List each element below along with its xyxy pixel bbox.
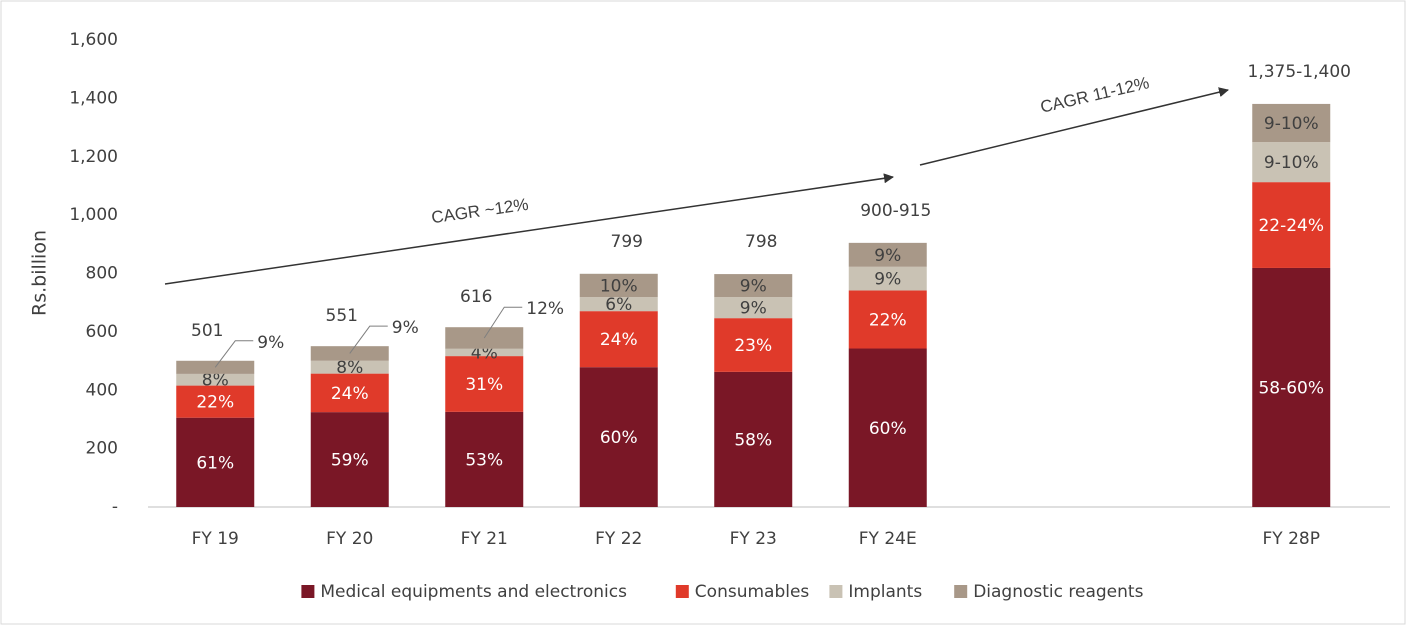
legend-swatch bbox=[301, 585, 315, 598]
share-label: 59% bbox=[331, 451, 369, 471]
total-label: 798 bbox=[745, 232, 777, 252]
y-tick-label: 400 bbox=[86, 380, 118, 400]
share-label: 24% bbox=[600, 330, 638, 350]
bar-segment bbox=[176, 417, 255, 507]
share-label: 8% bbox=[202, 371, 229, 391]
share-label: 61% bbox=[196, 453, 234, 473]
bar-segment bbox=[579, 311, 658, 368]
legend-swatch bbox=[675, 585, 689, 598]
share-label: 9% bbox=[392, 318, 419, 338]
bar-segment bbox=[848, 266, 927, 291]
annotation: CAGR 11-12% bbox=[1038, 73, 1151, 117]
x-tick-label: FY 22 bbox=[595, 529, 642, 549]
bar-segment bbox=[1252, 182, 1331, 268]
x-tick-label: FY 28P bbox=[1263, 529, 1320, 549]
share-label: 22% bbox=[869, 310, 907, 330]
total-label: 501 bbox=[191, 321, 223, 341]
bar-segment bbox=[310, 412, 389, 507]
bar-segment bbox=[848, 242, 927, 267]
bar-segment bbox=[445, 348, 524, 357]
bar-segment bbox=[1252, 267, 1331, 507]
legend-label: Implants bbox=[848, 582, 922, 602]
y-tick-label: 1,200 bbox=[69, 147, 118, 167]
bar-segment bbox=[579, 297, 658, 312]
bar-segment bbox=[1252, 103, 1331, 143]
share-label: 9-10% bbox=[1264, 114, 1319, 134]
share-label: 53% bbox=[465, 450, 503, 470]
y-tick-label: 800 bbox=[86, 264, 118, 284]
x-tick-label: FY 19 bbox=[192, 529, 239, 549]
bar-segment bbox=[848, 348, 927, 507]
y-tick-label: 1,600 bbox=[69, 30, 118, 50]
share-label: 9% bbox=[874, 246, 901, 266]
y-axis-label: Rs.billion bbox=[29, 230, 51, 316]
y-tick-label: 1,400 bbox=[69, 88, 118, 108]
share-label: 60% bbox=[600, 428, 638, 448]
x-tick-label: FY 20 bbox=[326, 529, 373, 549]
bar-segment bbox=[176, 360, 255, 374]
share-label: 12% bbox=[526, 299, 564, 319]
leader-line bbox=[349, 325, 388, 354]
share-label: 10% bbox=[600, 276, 638, 296]
legend-label: Consumables bbox=[695, 582, 810, 602]
share-label: 22% bbox=[196, 393, 234, 413]
cagr-arrow bbox=[164, 173, 894, 285]
share-label: 9-10% bbox=[1264, 153, 1319, 173]
bar-segment bbox=[310, 373, 389, 413]
bar-segment bbox=[579, 367, 658, 507]
y-tick-label: - bbox=[112, 497, 118, 517]
total-label: 799 bbox=[611, 232, 643, 252]
share-label: 24% bbox=[331, 384, 369, 404]
share-label: 6% bbox=[605, 295, 632, 315]
bar-segment bbox=[848, 290, 927, 349]
total-label: 616 bbox=[460, 287, 492, 307]
y-tick-label: 1,000 bbox=[69, 205, 118, 225]
bar-segment bbox=[579, 273, 658, 298]
share-label: 8% bbox=[336, 358, 363, 378]
total-label: 1,375-1,400 bbox=[1248, 62, 1351, 82]
share-label: 9% bbox=[740, 299, 767, 319]
legend-label: Diagnostic reagents bbox=[973, 582, 1143, 602]
share-label: 23% bbox=[734, 336, 772, 356]
total-label: 551 bbox=[326, 306, 358, 326]
bar-segment bbox=[1252, 142, 1331, 183]
legend-label: Medical equipments and electronics bbox=[320, 582, 627, 602]
share-label: 22-24% bbox=[1258, 216, 1324, 236]
share-label: 58-60% bbox=[1258, 378, 1324, 398]
leader-line bbox=[214, 340, 254, 368]
share-label: 60% bbox=[869, 419, 907, 439]
x-tick-label: FY 21 bbox=[461, 529, 508, 549]
bar-segment bbox=[176, 385, 255, 418]
share-label: 31% bbox=[465, 375, 503, 395]
x-tick-label: FY 23 bbox=[730, 529, 777, 549]
cagr-arrow bbox=[919, 87, 1229, 166]
bar-segment bbox=[445, 411, 524, 507]
y-tick-label: 200 bbox=[86, 439, 118, 459]
annotation: CAGR ~12% bbox=[430, 195, 529, 227]
legend-swatch bbox=[829, 585, 843, 598]
share-label: 9% bbox=[257, 333, 284, 353]
legend: Medical equipments and electronics Consum… bbox=[301, 582, 1144, 602]
bar-segment bbox=[445, 356, 524, 412]
leader-line bbox=[483, 306, 523, 339]
bar-segment bbox=[714, 371, 793, 507]
y-tick-label: 600 bbox=[86, 322, 118, 342]
bar-segment bbox=[714, 318, 793, 372]
x-tick-label: FY 24E bbox=[859, 529, 917, 549]
total-label: 900-915 bbox=[860, 201, 931, 221]
bar-segment bbox=[714, 274, 793, 298]
share-label: 58% bbox=[734, 430, 772, 450]
bar-segment bbox=[176, 373, 255, 386]
legend-swatch bbox=[954, 585, 968, 598]
bar-segment bbox=[310, 360, 389, 374]
share-label: 9% bbox=[740, 277, 767, 297]
share-label: 9% bbox=[874, 270, 901, 290]
bar-segment bbox=[714, 297, 793, 319]
